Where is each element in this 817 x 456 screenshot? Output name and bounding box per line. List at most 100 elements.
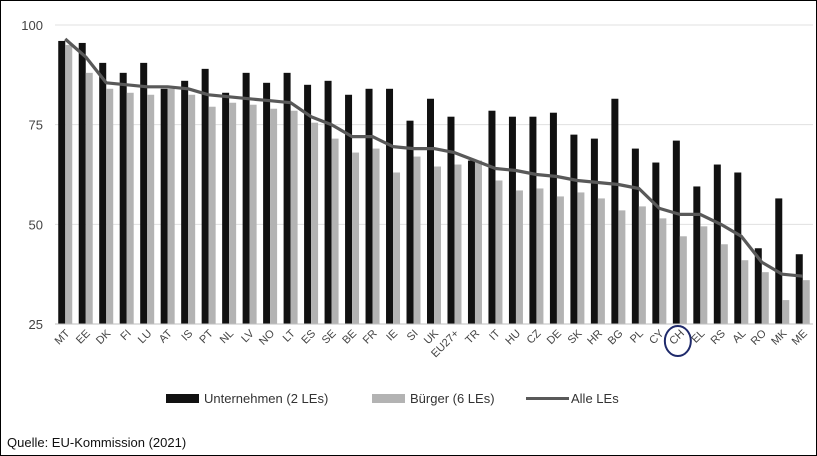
- bar-unternehmen-SI: [406, 120, 414, 325]
- x-tick-label-TR: TR: [463, 328, 482, 347]
- x-tick-label-BG: BG: [606, 328, 626, 348]
- bar-buerger-EE: [85, 72, 93, 324]
- bar-unternehmen-SK: [570, 134, 578, 324]
- bar-buerger-MK: [782, 300, 790, 324]
- highlight-circle-ch: [663, 325, 692, 357]
- x-tick-label-BE: BE: [340, 328, 359, 347]
- source-note: Quelle: EU-Kommission (2021): [7, 435, 187, 450]
- x-tick-label-HR: HR: [585, 328, 605, 348]
- x-tick-label-FR: FR: [361, 328, 380, 347]
- bar-unternehmen-CY: [652, 162, 660, 324]
- bar-unternehmen-PT: [201, 68, 209, 324]
- bar-buerger-UK: [434, 166, 441, 324]
- x-tick-label-ES: ES: [299, 328, 318, 347]
- bar-buerger-MT: [65, 44, 73, 324]
- bar-unternehmen-IS: [181, 80, 189, 325]
- bar-buerger-NO: [270, 108, 278, 324]
- bar-unternehmen-FI: [119, 72, 127, 324]
- bar-unternehmen-EE: [78, 42, 86, 324]
- y-tick-label: 25: [29, 317, 43, 332]
- bar-unternehmen-AL: [734, 172, 742, 324]
- x-tick-label-NL: NL: [218, 328, 236, 346]
- bar-buerger-CZ: [536, 188, 544, 324]
- x-tick-label-AT: AT: [157, 327, 175, 345]
- y-tick-label: 75: [29, 118, 43, 133]
- bar-unternehmen-DK: [99, 62, 107, 325]
- bar-buerger-BE: [352, 152, 360, 324]
- bar-buerger-FR: [372, 148, 380, 324]
- bars: [58, 40, 810, 325]
- bar-buerger-SE: [331, 138, 339, 324]
- bar-buerger-CH: [679, 236, 687, 324]
- bar-unternehmen-RS: [713, 164, 721, 324]
- legend-swatch-buerger: [372, 394, 405, 403]
- bar-buerger-RO: [761, 272, 769, 324]
- bar-unternehmen-EL: [693, 186, 701, 324]
- x-tick-label-EL: EL: [689, 328, 707, 346]
- x-tick-label-RS: RS: [709, 328, 728, 347]
- x-tick-label-MK: MK: [769, 327, 790, 348]
- bar-unternehmen-ES: [304, 84, 312, 324]
- bar-buerger-PL: [638, 206, 646, 324]
- bar-unternehmen-RO: [754, 248, 762, 324]
- bar-buerger-EU27+: [454, 164, 462, 324]
- bar-unternehmen-MK: [775, 198, 783, 324]
- bar-buerger-SI: [413, 156, 421, 324]
- bar-unternehmen-LV: [242, 72, 250, 324]
- x-tick-label-SE: SE: [320, 328, 339, 347]
- x-tick-label-LU: LU: [136, 328, 154, 346]
- line-alle-les: [64, 37, 803, 278]
- x-tick-label-ME: ME: [790, 328, 810, 348]
- bar-buerger-AL: [741, 260, 749, 324]
- bar-unternehmen-MT: [58, 40, 66, 325]
- x-tick-label-MT: MT: [53, 327, 73, 347]
- x-tick-label-AL: AL: [730, 328, 748, 346]
- alle-les-line: [64, 37, 803, 278]
- x-tick-label-LV: LV: [239, 327, 257, 345]
- legend-label-buerger: Bürger (6 LEs): [410, 391, 495, 406]
- bar-buerger-IE: [393, 172, 401, 324]
- bar-buerger-LV: [249, 104, 257, 324]
- x-tick-label-LT: LT: [281, 327, 298, 344]
- x-tick-label-IE: IE: [384, 328, 400, 344]
- x-tick-label-CZ: CZ: [525, 327, 544, 346]
- x-tick-label-IT: IT: [487, 327, 503, 343]
- bar-unternehmen-BE: [345, 94, 353, 325]
- bar-buerger-EL: [700, 226, 708, 324]
- x-tick-label-PL: PL: [628, 328, 646, 346]
- legend-swatch-unternehmen: [166, 394, 199, 403]
- bar-unternehmen-HR: [590, 138, 598, 324]
- x-tick-label-CH: CH: [667, 328, 687, 348]
- bar-unternehmen-ME: [795, 254, 803, 324]
- bar-buerger-ES: [311, 122, 319, 324]
- x-tick-label-SK: SK: [566, 327, 585, 346]
- bar-buerger-FI: [126, 92, 134, 324]
- bar-buerger-NL: [229, 102, 237, 325]
- x-tick-label-CY: CY: [647, 327, 667, 347]
- bar-buerger-IT: [495, 180, 503, 324]
- bar-unternehmen-NO: [263, 82, 271, 324]
- bar-buerger-HU: [515, 190, 523, 324]
- x-tick-label-FI: FI: [118, 328, 133, 343]
- bar-unternehmen-TR: [467, 160, 475, 324]
- bar-unternehmen-AT: [160, 88, 168, 324]
- bar-buerger-IS: [188, 94, 196, 325]
- bar-unternehmen-UK: [427, 98, 434, 325]
- x-tick-label-EE: EE: [74, 328, 93, 347]
- bar-unternehmen-CH: [672, 140, 680, 324]
- bar-unternehmen-CZ: [529, 116, 537, 325]
- bar-unternehmen-LT: [283, 72, 291, 324]
- bar-buerger-LT: [290, 110, 298, 324]
- bar-buerger-TR: [474, 160, 482, 324]
- x-tick-label-IS: IS: [179, 328, 195, 344]
- bar-buerger-ME: [802, 280, 810, 324]
- bar-buerger-CY: [659, 218, 667, 324]
- bar-unternehmen-PL: [631, 148, 639, 324]
- bar-buerger-DE: [556, 196, 564, 324]
- x-tick-label-RO: RO: [749, 327, 769, 347]
- y-tick-label: 50: [29, 217, 43, 232]
- bar-unternehmen-SE: [324, 80, 332, 325]
- bar-unternehmen-DE: [549, 112, 557, 324]
